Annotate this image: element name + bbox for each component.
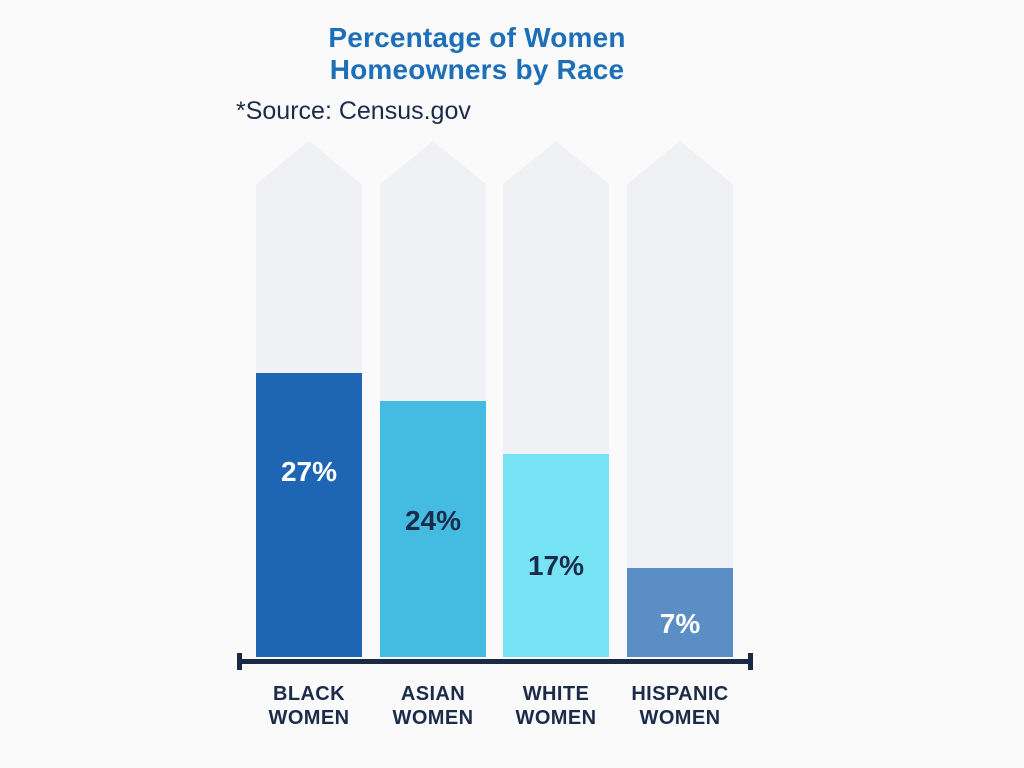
bar-column-asian-women: 24% [380,141,486,657]
bar-column-white-women: 17% [503,141,609,657]
category-label-white-women: WHITE WOMEN [481,682,631,730]
chart-title-line1: Percentage of Women [328,22,626,53]
bar-fill-asian-women [380,401,486,657]
category-label-hispanic-women: HISPANIC WOMEN [605,682,755,730]
bar-column-hispanic-women: 7% [627,141,733,657]
bar-fill-white-women [503,454,609,657]
bar-value-label: 27% [280,456,338,487]
bar-column-black-women: 27% [256,141,362,657]
category-label-line2: WOMEN [515,707,597,729]
category-label-line1: WHITE [522,683,590,705]
bar-fill-black-women [256,373,362,657]
category-label-line2: WOMEN [392,707,474,729]
chart-title: Percentage of Women Homeowners by Race [328,22,625,86]
category-label-asian-women: ASIAN WOMEN [358,682,508,730]
bar-value-label: 7% [659,608,701,639]
bar-value-label: 17% [527,550,585,581]
category-label-line1: ASIAN [400,683,466,705]
bar-value-label: 24% [404,505,462,536]
category-label-line2: WOMEN [639,707,721,729]
category-label-line2: WOMEN [268,707,350,729]
category-label-line1: BLACK [273,683,345,705]
bar-chart: 27% 24% 17% 7% [0,141,1024,657]
bar-fill-hispanic-women [627,568,733,657]
category-label-black-women: BLACK WOMEN [234,682,384,730]
source-note: *Source: Census.gov [236,97,471,125]
category-label-line1: HISPANIC [631,683,729,705]
x-axis-right-cap [748,653,753,670]
x-axis-left-cap [237,653,242,670]
x-axis-line [240,659,750,664]
chart-title-line2: Homeowners by Race [329,54,625,85]
